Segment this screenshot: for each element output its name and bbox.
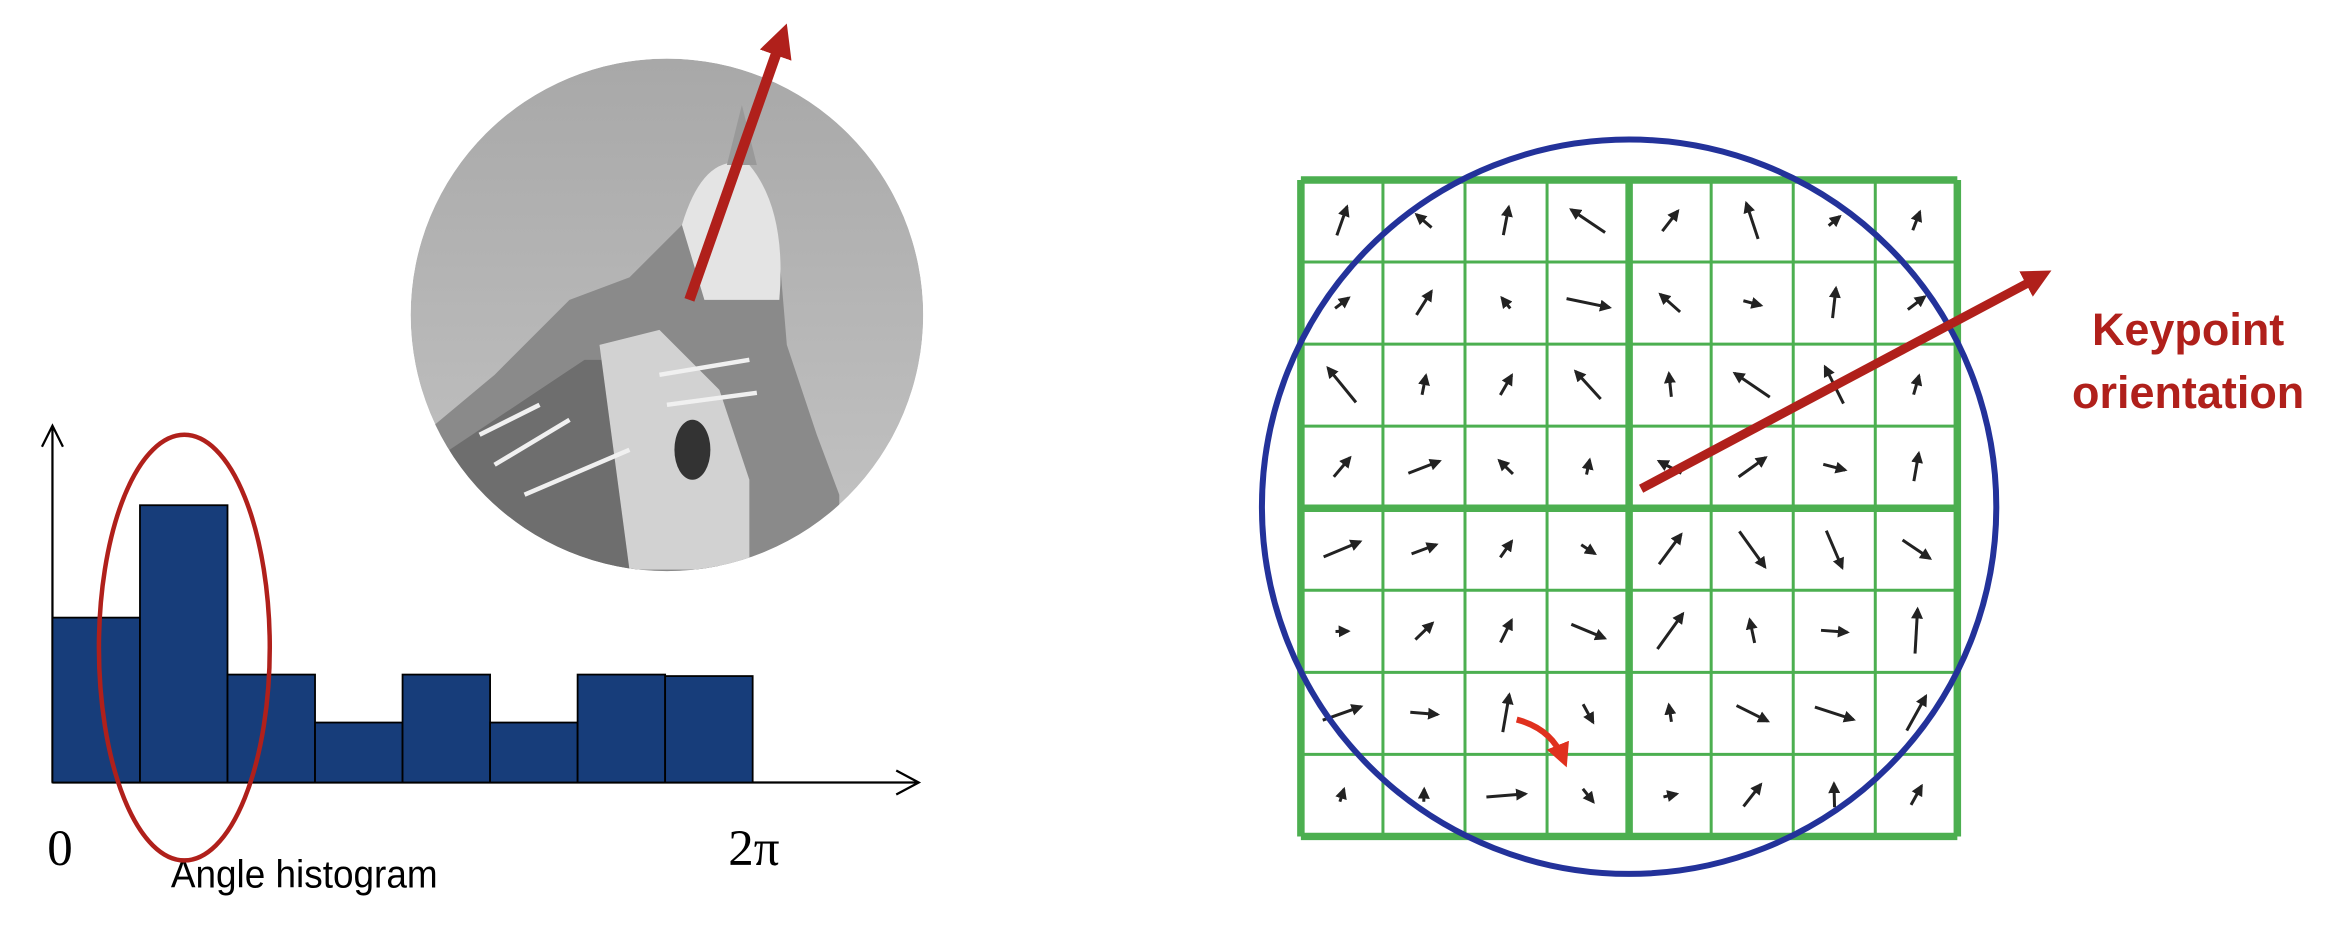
- orientation-arrow: [684, 23, 792, 302]
- histogram-bar: [139, 504, 229, 784]
- gradient-arrow: [1501, 204, 1513, 236]
- gradient-arrow: [1905, 694, 1928, 732]
- x-axis-arrow: [895, 769, 922, 796]
- gradient-arrow: [1663, 371, 1676, 397]
- gradient-arrow: [1828, 781, 1841, 808]
- gradient-arrow: [1911, 606, 1924, 654]
- gradient-arrow: [1820, 625, 1850, 638]
- gradient-arrow: [1664, 702, 1677, 723]
- gradient-arrow: [1581, 787, 1595, 804]
- gradient-arrow: [1743, 200, 1760, 240]
- gradient-arrow: [1906, 295, 1927, 311]
- histogram-bar: [576, 673, 667, 784]
- gradient-arrow: [1827, 214, 1842, 228]
- gradient-arrow: [1901, 538, 1933, 560]
- gradient-arrow: [1828, 285, 1841, 319]
- gradient-arrow: [1499, 539, 1514, 559]
- label-line: orientation: [2072, 367, 2304, 418]
- gradient-arrow: [1911, 450, 1924, 482]
- gradient-arrow: [1743, 297, 1764, 309]
- gradient-arrow: [1486, 788, 1529, 801]
- gradient-arrow: [1737, 456, 1768, 479]
- gradient-arrow: [1497, 458, 1514, 476]
- gradient-arrow: [1910, 373, 1923, 396]
- gradient-arrow: [1332, 455, 1352, 478]
- gradient-arrow: [1501, 692, 1514, 733]
- gradient-arrow: [1580, 543, 1597, 556]
- gradient-arrow: [1814, 705, 1856, 723]
- gradient-arrow: [1414, 621, 1435, 641]
- peak-highlight: [96, 432, 273, 863]
- gradient-arrow: [1335, 786, 1347, 803]
- gradient-arrow: [1822, 461, 1848, 474]
- gradient-arrow: [1573, 369, 1602, 401]
- gradient-arrow: [1335, 204, 1350, 236]
- gradient-arrow: [1909, 783, 1923, 806]
- gradient-arrow: [1499, 617, 1513, 644]
- gradient-arrow: [1414, 212, 1433, 229]
- gradient-arrow: [1418, 373, 1430, 396]
- histogram-bar: [489, 721, 579, 784]
- histogram-bar: [314, 721, 404, 784]
- gradient-arrow: [1658, 292, 1682, 314]
- gradient-arrow: [1334, 296, 1351, 310]
- descriptor-grid: [1297, 176, 1962, 841]
- gradient-arrow: [1910, 209, 1923, 231]
- gradient-arrow: [1566, 297, 1612, 312]
- histogram-bar: [664, 675, 754, 784]
- gradient-arrow: [1738, 530, 1767, 570]
- keypoint-orientation-arrow: [1638, 270, 2052, 493]
- gradient-arrow: [1410, 707, 1441, 720]
- gradient-arrow: [1407, 459, 1442, 475]
- gradient-arrow: [1732, 371, 1771, 399]
- histogram: [40, 423, 922, 796]
- histogram-bar: [226, 673, 316, 784]
- gradient-arrow: [1323, 539, 1363, 559]
- gradient-arrow: [1411, 542, 1439, 556]
- gradient-arrow: [1569, 208, 1606, 234]
- gradient-arrow: [1581, 457, 1594, 475]
- gradient-arrow: [1742, 782, 1763, 808]
- histogram-bar: [51, 616, 141, 784]
- axis-end-label: 2π: [728, 821, 779, 877]
- gradient-arrow: [1824, 530, 1844, 570]
- gradient-arrow: [1657, 532, 1683, 566]
- gradient-arrow: [1656, 611, 1685, 650]
- gradient-arrow: [1735, 704, 1771, 723]
- gradient-arrow: [1326, 366, 1358, 404]
- gradient-arrow: [1499, 373, 1514, 396]
- gradient-arrow: [1745, 617, 1758, 644]
- histogram-bar: [401, 673, 491, 784]
- gradient-arrow: [1661, 209, 1680, 233]
- label-line: Keypoint: [2092, 304, 2284, 355]
- gradient-arrow: [1570, 622, 1608, 641]
- rotation-arrow: [1515, 716, 1569, 768]
- y-axis-arrow: [40, 423, 64, 448]
- axis-start-label: 0: [47, 821, 72, 877]
- image-patch: [410, 58, 924, 572]
- window-circle: [1258, 136, 2000, 877]
- gradient-arrow: [1500, 295, 1513, 310]
- gradient-arrow: [1415, 289, 1433, 316]
- gradient-arrow: [1581, 703, 1595, 725]
- gradient-arrow: [1663, 790, 1680, 802]
- histogram-caption: Angle histogram: [171, 853, 438, 896]
